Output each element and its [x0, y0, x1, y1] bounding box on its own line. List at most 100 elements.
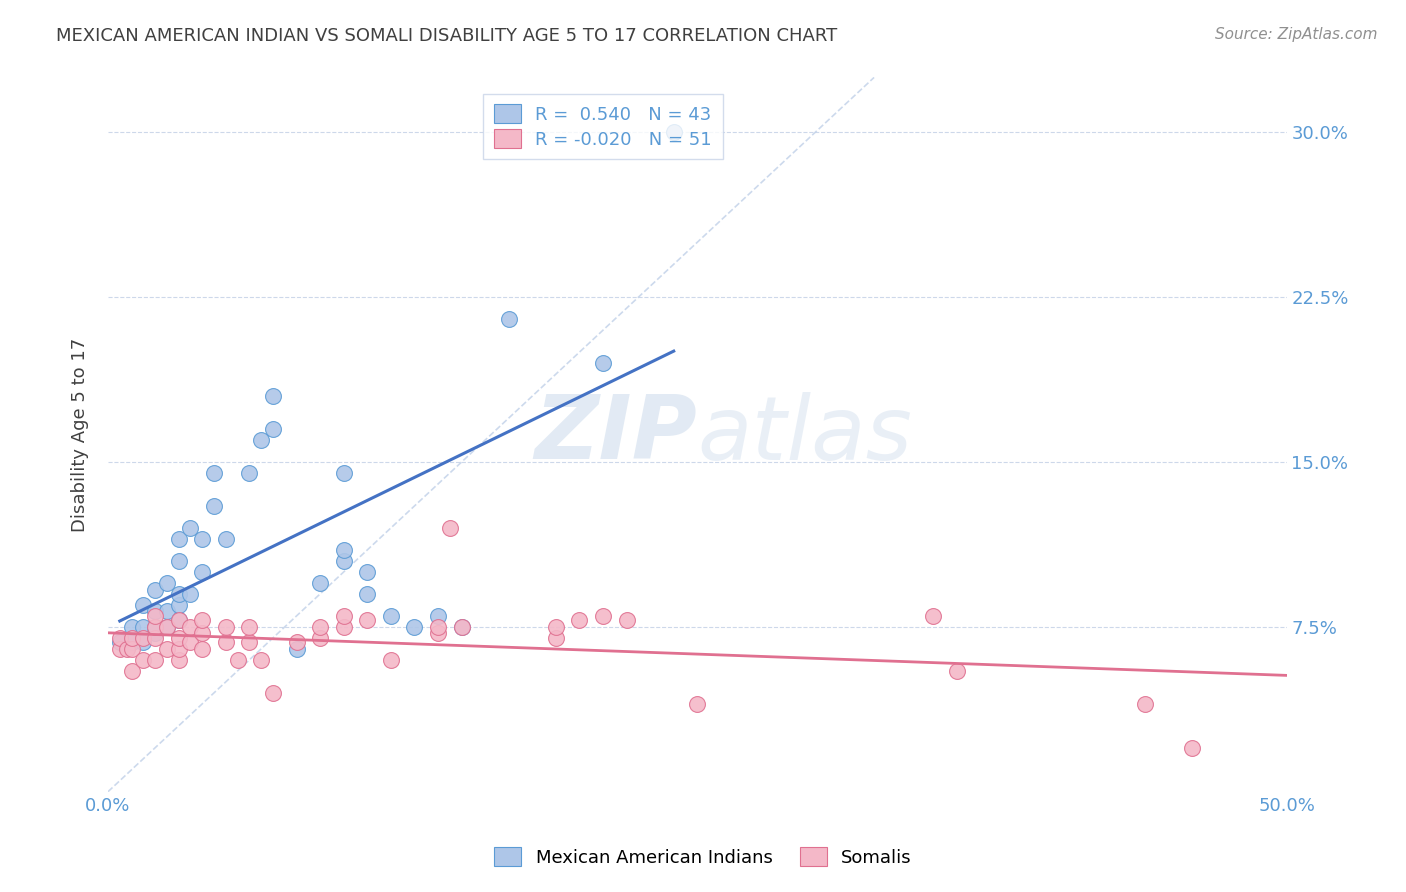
Point	[143, 605, 166, 619]
Point	[309, 620, 332, 634]
Point	[450, 620, 472, 634]
Legend: R =  0.540   N = 43, R = -0.020   N = 51: R = 0.540 N = 43, R = -0.020 N = 51	[484, 94, 723, 160]
Point	[215, 635, 238, 649]
Point	[167, 653, 190, 667]
Point	[121, 641, 143, 656]
Point	[945, 664, 967, 678]
Point	[156, 641, 179, 656]
Point	[356, 613, 378, 627]
Point	[179, 635, 201, 649]
Point	[1133, 697, 1156, 711]
Point	[179, 521, 201, 535]
Point	[191, 626, 214, 640]
Point	[143, 620, 166, 634]
Point	[121, 620, 143, 634]
Point	[332, 466, 354, 480]
Point	[332, 543, 354, 558]
Text: MEXICAN AMERICAN INDIAN VS SOMALI DISABILITY AGE 5 TO 17 CORRELATION CHART: MEXICAN AMERICAN INDIAN VS SOMALI DISABI…	[56, 27, 838, 45]
Point	[380, 653, 402, 667]
Point	[143, 620, 166, 634]
Point	[202, 466, 225, 480]
Point	[356, 565, 378, 579]
Y-axis label: Disability Age 5 to 17: Disability Age 5 to 17	[72, 337, 89, 532]
Point	[262, 686, 284, 700]
Point	[156, 575, 179, 590]
Point	[167, 598, 190, 612]
Point	[262, 422, 284, 436]
Point	[156, 605, 179, 619]
Point	[108, 635, 131, 649]
Point	[215, 620, 238, 634]
Point	[202, 499, 225, 513]
Point	[226, 653, 249, 667]
Point	[167, 587, 190, 601]
Point	[143, 582, 166, 597]
Point	[143, 608, 166, 623]
Point	[250, 653, 273, 667]
Point	[544, 620, 567, 634]
Point	[439, 521, 461, 535]
Point	[132, 631, 155, 645]
Point	[250, 433, 273, 447]
Point	[427, 620, 450, 634]
Point	[450, 620, 472, 634]
Point	[191, 613, 214, 627]
Point	[167, 641, 190, 656]
Point	[662, 125, 685, 139]
Point	[215, 532, 238, 546]
Point	[121, 631, 143, 645]
Point	[191, 641, 214, 656]
Point	[167, 554, 190, 568]
Point	[332, 620, 354, 634]
Point	[143, 631, 166, 645]
Point	[238, 466, 260, 480]
Point	[167, 613, 190, 627]
Point	[592, 356, 614, 370]
Point	[404, 620, 426, 634]
Point	[427, 626, 450, 640]
Point	[309, 575, 332, 590]
Point	[121, 635, 143, 649]
Point	[356, 587, 378, 601]
Point	[191, 532, 214, 546]
Point	[108, 631, 131, 645]
Point	[427, 608, 450, 623]
Point	[132, 620, 155, 634]
Point	[332, 608, 354, 623]
Point	[238, 635, 260, 649]
Point	[121, 664, 143, 678]
Point	[498, 312, 520, 326]
Point	[592, 608, 614, 623]
Point	[686, 697, 709, 711]
Point	[380, 608, 402, 623]
Point	[179, 587, 201, 601]
Text: ZIP: ZIP	[534, 391, 697, 478]
Point	[262, 389, 284, 403]
Point	[108, 641, 131, 656]
Legend: Mexican American Indians, Somalis: Mexican American Indians, Somalis	[486, 840, 920, 874]
Point	[309, 631, 332, 645]
Point	[285, 635, 308, 649]
Point	[1181, 740, 1204, 755]
Point	[285, 641, 308, 656]
Point	[167, 532, 190, 546]
Text: atlas: atlas	[697, 392, 912, 477]
Point	[922, 608, 945, 623]
Point	[115, 641, 138, 656]
Point	[167, 613, 190, 627]
Point	[238, 620, 260, 634]
Point	[616, 613, 638, 627]
Point	[156, 620, 179, 634]
Point	[332, 554, 354, 568]
Point	[132, 653, 155, 667]
Point	[132, 635, 155, 649]
Point	[167, 631, 190, 645]
Point	[143, 653, 166, 667]
Point	[568, 613, 591, 627]
Text: Source: ZipAtlas.com: Source: ZipAtlas.com	[1215, 27, 1378, 42]
Point	[191, 565, 214, 579]
Point	[143, 626, 166, 640]
Point	[156, 620, 179, 634]
Point	[132, 598, 155, 612]
Point	[179, 620, 201, 634]
